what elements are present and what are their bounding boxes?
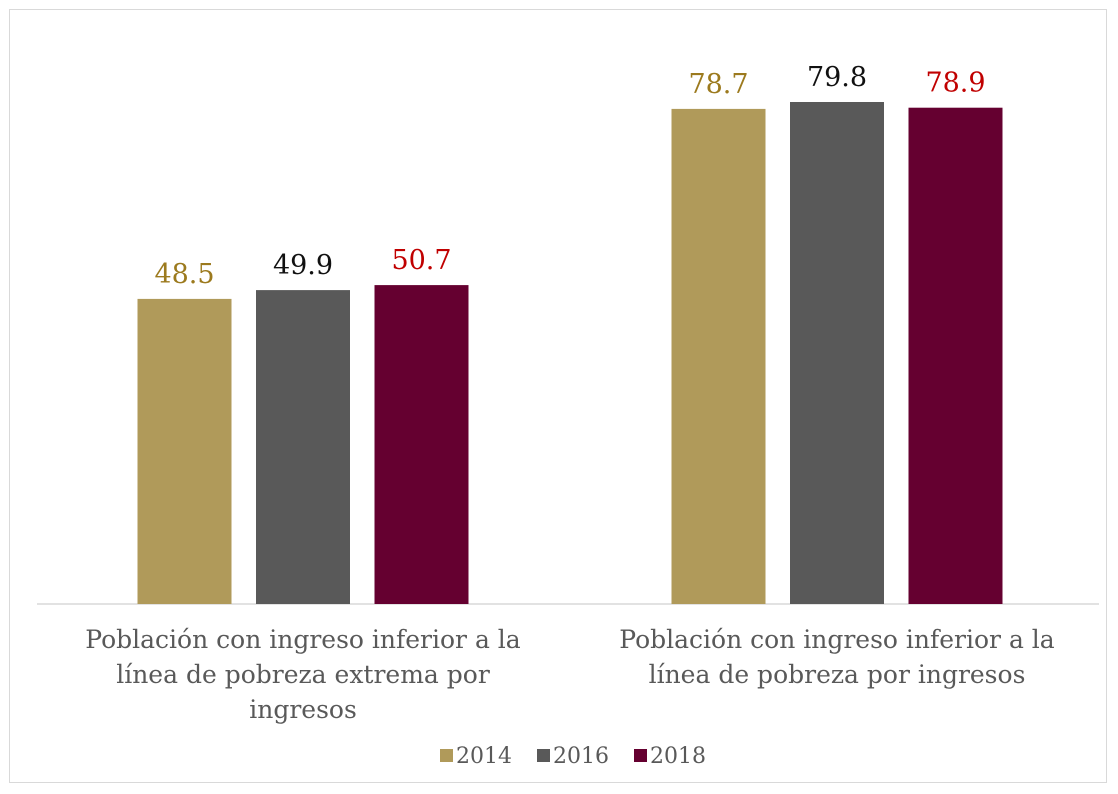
legend: 2014 2016 2018	[440, 744, 706, 769]
bar-2014-cat1	[137, 298, 232, 604]
legend-swatch-2016	[537, 749, 550, 762]
bar-2018-cat1	[374, 285, 469, 604]
value-label-2014-cat2: 78.7	[688, 69, 748, 100]
legend-label-2014: 2014	[456, 744, 512, 769]
category-label-1-line-2: línea de pobreza extrema por	[116, 660, 490, 689]
bar-2016-cat1	[256, 290, 350, 604]
value-label-2016-cat1: 49.9	[273, 250, 333, 281]
bar-2014-cat2	[671, 108, 766, 605]
value-label-2018-cat2: 78.9	[925, 68, 985, 99]
value-label-2018-cat1: 50.7	[391, 245, 451, 276]
category-label-1-line-1: Población con ingreso inferior a la	[85, 625, 521, 654]
value-label-2014-cat1: 48.5	[154, 259, 214, 290]
value-labels-group: 48.5 49.9 50.7 78.7 79.8 78.9	[154, 62, 985, 290]
bar-2018-cat2	[908, 107, 1003, 604]
category-labels-group: Población con ingreso inferior a la línea…	[85, 625, 1055, 724]
bar-2016-cat2	[790, 102, 884, 604]
category-label-1-line-3: ingresos	[249, 695, 357, 724]
legend-swatch-2014	[440, 749, 453, 762]
legend-label-2016: 2016	[553, 744, 609, 769]
bars-group	[137, 102, 1003, 605]
category-label-2-line-1: Población con ingreso inferior a la	[619, 625, 1055, 654]
value-label-2016-cat2: 79.8	[807, 62, 867, 93]
legend-label-2018: 2018	[650, 744, 706, 769]
category-label-2-line-2: línea de pobreza por ingresos	[649, 660, 1026, 689]
legend-swatch-2018	[634, 749, 647, 762]
